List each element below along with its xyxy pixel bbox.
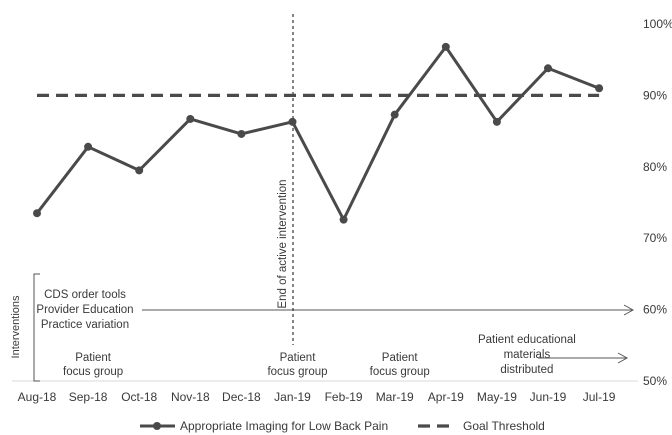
x-tick-label: Oct-18 — [121, 390, 157, 404]
ongoing-intervention-text: Practice variation — [41, 319, 129, 331]
x-tick-label: Aug-18 — [18, 390, 57, 404]
y-tick-label: 90% — [643, 88, 667, 102]
materials-text: Patient educational — [478, 334, 576, 346]
interventions-bracket — [33, 273, 40, 382]
series-layer — [33, 42, 604, 224]
imaging-data-point — [186, 114, 195, 123]
imaging-data-point — [441, 42, 450, 51]
legend-marker-imaging — [153, 422, 161, 430]
focus-group-text: Patient — [382, 352, 419, 364]
materials-label: Patient educational materials distributed — [478, 334, 576, 376]
imaging-series-line — [35, 45, 600, 222]
y-axis-ticks: 50% 60% 70% 80% 90% 100% — [643, 17, 672, 388]
x-tick-label: May-19 — [477, 390, 517, 404]
imaging-data-point — [237, 129, 246, 138]
x-tick-label: Sep-18 — [69, 390, 108, 404]
focus-group-text: Patient — [75, 352, 112, 364]
legend-label-imaging: Appropriate Imaging for Low Back Pain — [180, 419, 388, 433]
x-tick-label: Mar-19 — [376, 390, 414, 404]
y-tick-label: 80% — [643, 160, 667, 174]
end-of-intervention-marker: End of active intervention — [277, 14, 294, 345]
y-tick-label: 50% — [643, 374, 667, 388]
ongoing-interventions: CDS order tools Provider Education Practic… — [36, 289, 133, 331]
x-tick-label: Nov-18 — [171, 390, 210, 404]
imaging-data-point — [339, 215, 348, 224]
end-of-intervention-label: End of active intervention — [277, 179, 289, 308]
focus-group-text: focus group — [63, 366, 123, 378]
interventions-panel: Interventions CDS order tools Provider Ed… — [10, 273, 635, 382]
materials-text: materials — [504, 349, 551, 361]
x-tick-label: Dec-18 — [222, 390, 261, 404]
legend: Appropriate Imaging for Low Back Pain Goa… — [140, 419, 545, 433]
ongoing-intervention-text: Provider Education — [36, 304, 133, 316]
imaging-data-point — [544, 64, 552, 73]
x-tick-label: Jul-19 — [583, 390, 616, 404]
imaging-data-point — [390, 110, 399, 119]
materials-arrow-head — [617, 352, 629, 364]
materials-text: distributed — [500, 364, 553, 376]
imaging-data-point — [135, 166, 144, 175]
x-tick-label: Feb-19 — [325, 390, 363, 404]
y-tick-label: 100% — [643, 17, 672, 31]
x-axis-ticks: Aug-18 Sep-18 Oct-18 Nov-18 Dec-18 Jan-19 Feb-… — [18, 390, 616, 404]
x-tick-label: Apr-19 — [428, 390, 464, 404]
ongoing-arrow-head — [623, 304, 635, 316]
interventions-label: Interventions — [10, 295, 22, 358]
focus-group-text: focus group — [267, 366, 327, 378]
imaging-data-point — [84, 142, 93, 151]
ongoing-intervention-text: CDS order tools — [44, 289, 126, 301]
legend-label-goal: Goal Threshold — [463, 419, 545, 433]
imaging-data-point — [288, 117, 297, 126]
focus-group-text: focus group — [370, 366, 430, 378]
focus-group-text: Patient — [280, 352, 317, 364]
y-tick-label: 60% — [643, 303, 667, 317]
y-tick-label: 70% — [643, 231, 667, 245]
imaging-data-point — [33, 209, 41, 218]
x-tick-label: Jun-19 — [530, 390, 567, 404]
x-tick-label: Jan-19 — [274, 390, 311, 404]
imaging-data-point — [595, 84, 604, 93]
focus-group-labels: Patient focus group Patient focus group Pati… — [63, 352, 430, 378]
imaging-data-point — [492, 117, 501, 126]
